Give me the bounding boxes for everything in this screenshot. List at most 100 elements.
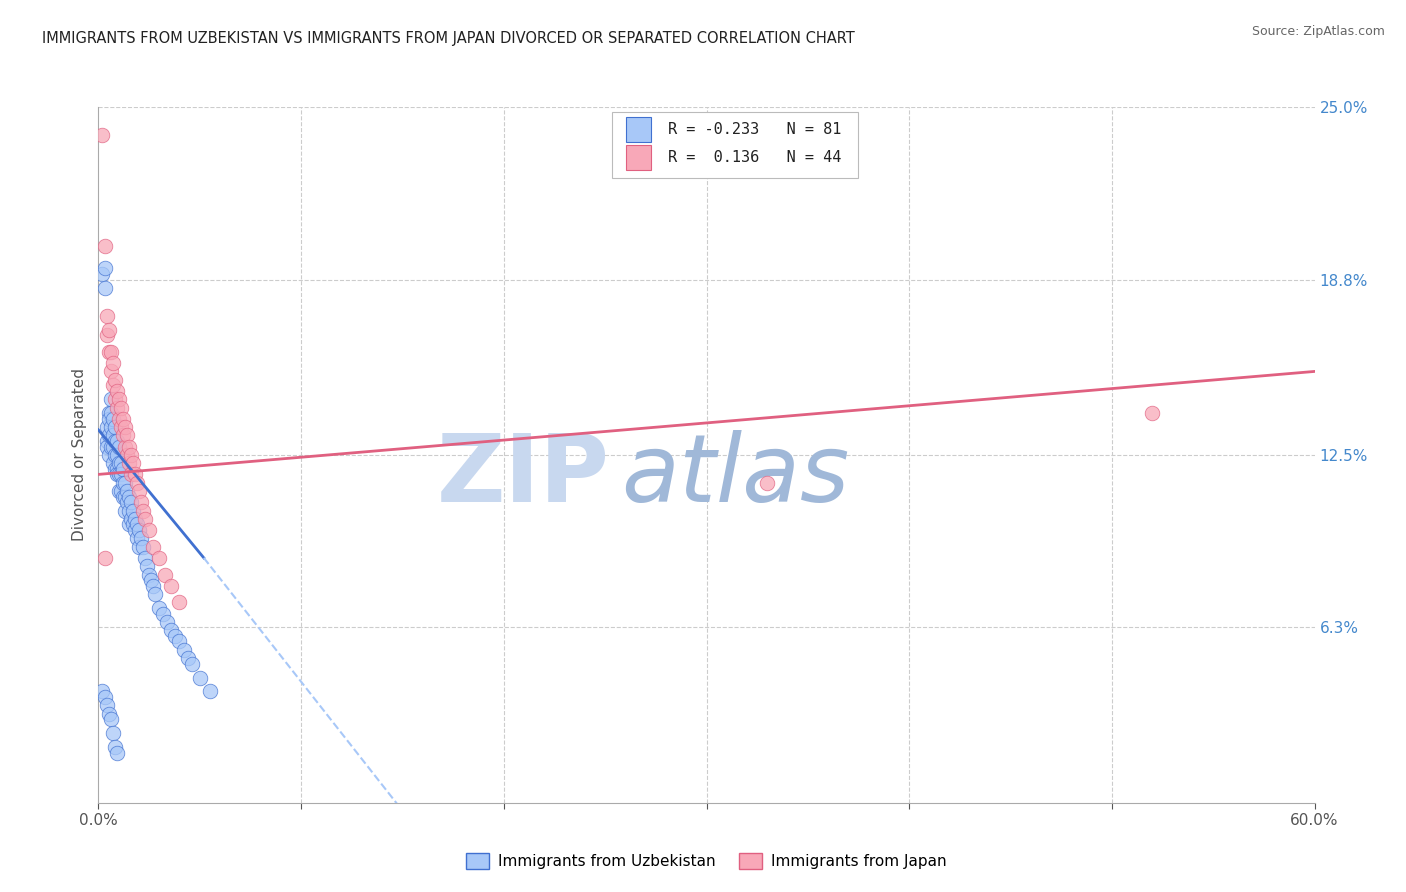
Point bbox=[97, 323, 120, 337]
Point bbox=[125, 532, 148, 546]
Point bbox=[756, 475, 779, 490]
Point bbox=[120, 512, 142, 526]
Point bbox=[104, 392, 127, 407]
Point bbox=[107, 467, 129, 482]
Point bbox=[1142, 406, 1164, 420]
Point bbox=[132, 540, 155, 554]
Point bbox=[96, 440, 118, 454]
Point bbox=[111, 411, 134, 425]
Point bbox=[176, 651, 198, 665]
Point bbox=[100, 420, 122, 434]
Point bbox=[100, 392, 122, 407]
Point bbox=[118, 490, 141, 504]
Point bbox=[114, 503, 136, 517]
Point bbox=[105, 467, 128, 482]
Point bbox=[104, 740, 127, 755]
Point bbox=[101, 356, 124, 370]
Point bbox=[110, 484, 132, 499]
Point bbox=[101, 456, 124, 470]
Point bbox=[124, 467, 146, 482]
Point bbox=[115, 484, 138, 499]
Point bbox=[96, 309, 118, 323]
Point bbox=[148, 601, 170, 615]
Point bbox=[128, 540, 150, 554]
Text: R = -0.233   N = 81: R = -0.233 N = 81 bbox=[668, 122, 841, 136]
Point bbox=[111, 462, 134, 476]
Point bbox=[155, 567, 177, 582]
Point bbox=[142, 540, 165, 554]
Point bbox=[122, 517, 145, 532]
Point bbox=[136, 559, 159, 574]
Point bbox=[93, 239, 115, 253]
Point bbox=[101, 440, 124, 454]
Point bbox=[110, 401, 132, 415]
Point bbox=[97, 345, 120, 359]
Point bbox=[100, 345, 122, 359]
Point bbox=[188, 671, 211, 685]
Point bbox=[120, 467, 142, 482]
Text: atlas: atlas bbox=[621, 430, 849, 521]
Point bbox=[169, 595, 191, 609]
Point bbox=[156, 615, 179, 629]
Point bbox=[111, 475, 134, 490]
Point bbox=[101, 378, 124, 392]
Point bbox=[104, 448, 127, 462]
Point bbox=[118, 517, 141, 532]
Point bbox=[114, 490, 136, 504]
Point bbox=[97, 428, 120, 442]
Point bbox=[115, 448, 138, 462]
Point bbox=[160, 579, 183, 593]
Point bbox=[124, 512, 146, 526]
Point bbox=[105, 448, 128, 462]
Point bbox=[93, 281, 115, 295]
Point bbox=[110, 456, 132, 470]
Point bbox=[120, 495, 142, 509]
Point bbox=[91, 684, 114, 698]
Point bbox=[122, 456, 145, 470]
Point bbox=[96, 434, 118, 448]
Point bbox=[180, 657, 202, 671]
Point bbox=[105, 401, 128, 415]
Point bbox=[143, 587, 166, 601]
Point bbox=[114, 475, 136, 490]
Point bbox=[101, 411, 124, 425]
Point bbox=[122, 503, 145, 517]
Point bbox=[91, 267, 114, 281]
Point bbox=[132, 503, 155, 517]
Text: ZIP: ZIP bbox=[436, 430, 609, 522]
Point bbox=[101, 428, 124, 442]
Point bbox=[93, 550, 115, 565]
Point bbox=[105, 434, 128, 448]
Point bbox=[169, 634, 191, 648]
Point bbox=[173, 642, 195, 657]
Point bbox=[165, 629, 187, 643]
Point bbox=[96, 328, 118, 343]
Text: Source: ZipAtlas.com: Source: ZipAtlas.com bbox=[1251, 25, 1385, 38]
Point bbox=[97, 448, 120, 462]
Point bbox=[124, 523, 146, 537]
Point bbox=[125, 517, 148, 532]
Point bbox=[100, 712, 122, 726]
Point bbox=[134, 550, 156, 565]
Point bbox=[160, 624, 183, 638]
Point bbox=[104, 420, 127, 434]
Point bbox=[129, 495, 152, 509]
Point bbox=[107, 484, 129, 499]
Point bbox=[93, 690, 115, 704]
Point bbox=[107, 392, 129, 407]
Point bbox=[115, 428, 138, 442]
Point bbox=[111, 490, 134, 504]
Point bbox=[118, 456, 141, 470]
Point bbox=[97, 411, 120, 425]
Point bbox=[129, 532, 152, 546]
Point bbox=[107, 440, 129, 454]
Point bbox=[93, 261, 115, 276]
Point bbox=[104, 373, 127, 387]
Point bbox=[138, 567, 160, 582]
Point bbox=[104, 462, 127, 476]
Point bbox=[105, 462, 128, 476]
Point bbox=[111, 428, 134, 442]
Legend: Immigrants from Uzbekistan, Immigrants from Japan: Immigrants from Uzbekistan, Immigrants f… bbox=[460, 847, 953, 875]
Point bbox=[118, 440, 141, 454]
Point bbox=[120, 448, 142, 462]
